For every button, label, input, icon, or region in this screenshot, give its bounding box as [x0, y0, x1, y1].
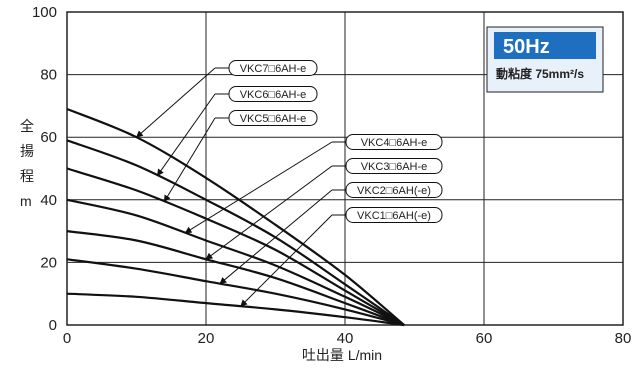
series-label: VKC3□6AH-e — [361, 161, 428, 173]
series-label: VKC5□6AH-e — [240, 113, 307, 125]
y-tick-label: 60 — [40, 129, 57, 146]
series-label: VKC7□6AH-e — [240, 63, 307, 75]
series-line — [66, 292, 405, 327]
leader-arrow — [135, 67, 216, 138]
leader-arrow — [156, 93, 216, 177]
series-line — [66, 139, 405, 326]
x-tick-label: 0 — [63, 330, 71, 347]
y-tick-label: 40 — [40, 192, 57, 209]
x-tick-label: 60 — [476, 330, 493, 347]
tick-label-layer: 0 20 40 60 80 100 0 20 40 60 80 — [32, 4, 631, 347]
badge-title: 50Hz — [503, 36, 550, 58]
series-line — [66, 198, 405, 326]
leader-arrow — [219, 189, 333, 285]
leader-arrow — [163, 117, 216, 203]
series-line — [66, 230, 405, 327]
y-tick-label: 80 — [40, 67, 57, 84]
series-label: VKC1□6AH(-e) — [357, 210, 431, 222]
x-tick-label: 40 — [337, 330, 354, 347]
y-axis-title-char-3: 程 — [20, 168, 34, 184]
badge-subtitle: 動粘度 75mm²/s — [496, 66, 584, 81]
leader-arrow — [184, 141, 333, 234]
y-axis-title: 全 揚 程 m — [20, 118, 34, 209]
series-line — [66, 258, 405, 327]
series-label: VKC4□6AH-e — [361, 137, 428, 149]
badge-title-background — [494, 32, 596, 59]
series-label: VKC6□6AH-e — [240, 89, 307, 101]
y-axis-title-char-2: 揚 — [20, 143, 34, 159]
y-tick-label: 100 — [32, 4, 57, 21]
x-tick-label: 20 — [198, 330, 215, 347]
series-line — [66, 107, 405, 326]
leader-arrow — [240, 214, 333, 307]
y-tick-label: 0 — [49, 317, 57, 334]
y-tick-label: 20 — [40, 254, 57, 271]
frequency-badge: 50Hz 動粘度 75mm²/s — [486, 26, 604, 93]
curve-label-layer: VKC7□6AH-e VKC6□6AH-e VKC5□6AH-e VKC4□6AH-e… — [135, 60, 443, 307]
leader-arrow — [205, 165, 333, 260]
y-axis-title-char-4: m — [20, 193, 32, 209]
y-axis-title-char-1: 全 — [20, 118, 34, 134]
x-tick-label: 80 — [615, 330, 632, 347]
x-axis-title: 吐出量 L/min — [302, 347, 382, 363]
series-label: VKC2□6AH(-e) — [357, 185, 431, 197]
